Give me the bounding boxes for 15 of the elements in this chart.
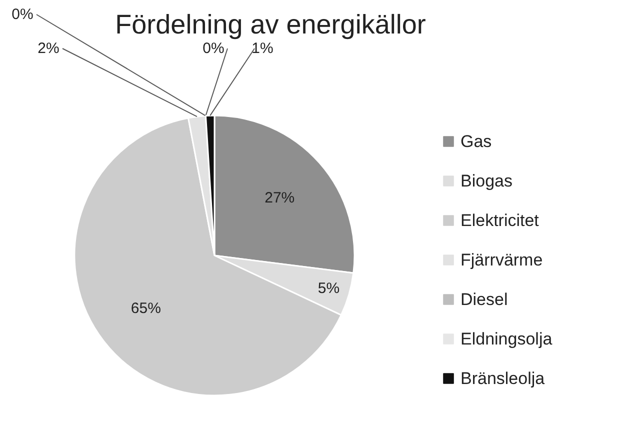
data-label: 65% xyxy=(130,300,161,318)
data-label: 2% xyxy=(38,40,60,57)
legend-label: Eldningsolja xyxy=(460,330,553,348)
legend-label: Elektricitet xyxy=(460,211,540,230)
legend-label: Biogas xyxy=(460,172,512,190)
data-label: 27% xyxy=(264,190,295,207)
legend-label: Gas xyxy=(460,132,492,151)
legend-label: Fjärrvärme xyxy=(460,250,543,270)
legend-label: Bränsleolja xyxy=(460,369,546,388)
text: 0% xyxy=(12,6,34,23)
text: 0% xyxy=(202,40,224,57)
legend-label: Diesel xyxy=(460,290,508,309)
data-label: 1% xyxy=(252,40,274,57)
data-label: 5% xyxy=(318,280,340,298)
chart-title: Fördelning av energikällor xyxy=(115,10,426,40)
